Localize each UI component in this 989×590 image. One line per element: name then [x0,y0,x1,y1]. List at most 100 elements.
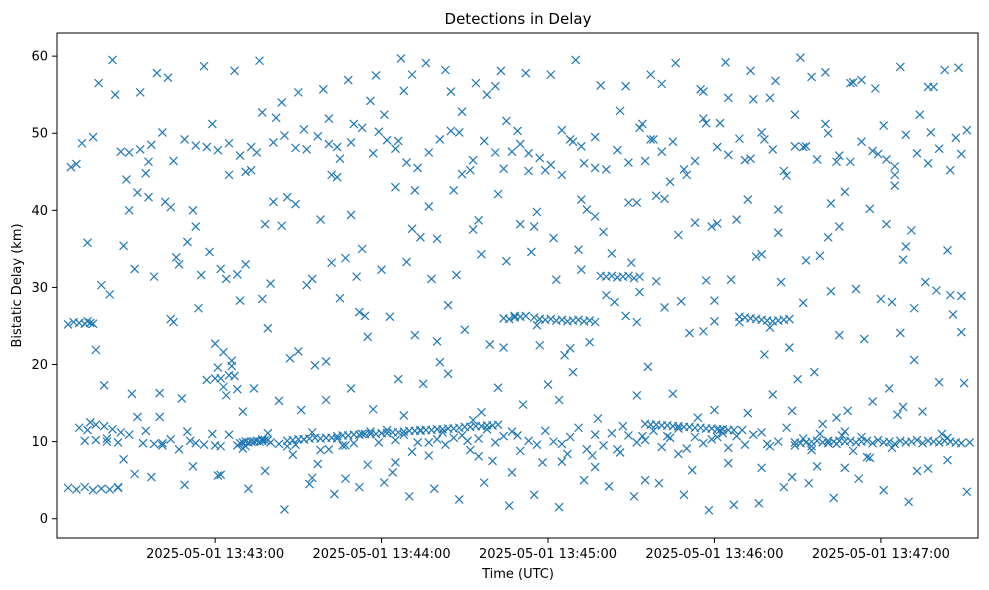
y-tick-label: 60 [31,50,48,65]
data-point [621,311,631,321]
data-point [404,491,414,501]
data-point [773,228,783,238]
data-point [549,437,558,447]
y-axis: 0 10 20 30 40 50 60 [31,50,57,527]
data-point [937,429,947,439]
data-point [882,219,891,229]
data-point [710,316,719,326]
data-point [599,227,608,237]
data-point [604,481,614,491]
data-point [945,165,955,175]
data-point [715,425,725,435]
data-point [335,293,345,303]
data-point [668,137,678,147]
data-point [890,170,900,180]
data-point [354,482,364,492]
data-point [823,438,833,448]
data-point [213,363,223,373]
data-point [784,343,794,352]
data-point [832,439,841,449]
data-point [848,77,858,87]
data-point [698,326,708,336]
data-point [393,374,403,384]
data-point [260,466,270,476]
data-point [582,444,592,454]
data-point [590,430,600,440]
data-point [119,454,129,464]
data-point [188,461,198,471]
data-point [571,55,581,65]
data-point [349,119,359,129]
data-point [540,426,550,436]
data-point [327,170,337,180]
data-point [837,431,847,440]
data-point [63,320,73,329]
data-point [316,445,325,455]
data-point [329,489,339,499]
data-point [110,90,120,100]
data-point [624,271,633,281]
data-point [302,280,312,290]
data-point [621,81,631,91]
data-point [707,222,717,231]
data-point [452,270,461,280]
data-point [521,311,531,321]
data-point [859,334,869,344]
data-point [679,490,689,500]
data-point [479,136,489,146]
data-point [673,230,683,240]
y-tick-label: 20 [31,358,48,373]
data-point [515,446,525,456]
data-point [232,384,242,394]
data-point [116,427,126,437]
data-point [324,444,334,454]
data-point [288,450,298,460]
data-point [590,163,600,173]
data-point [857,432,866,442]
data-point [144,157,153,167]
data-point [787,406,797,416]
data-point [366,427,375,437]
data-point [524,436,534,446]
data-point [765,323,775,332]
data-point [748,94,758,104]
data-point [324,139,334,149]
data-point [146,140,156,150]
data-point [898,255,908,265]
data-point [504,501,514,511]
data-point [729,500,739,510]
data-point [482,424,492,434]
data-point [593,414,603,423]
data-point [388,468,398,477]
data-point [407,447,417,457]
data-point [890,439,900,449]
data-point [912,148,922,158]
data-point [379,478,389,487]
y-tick-label: 40 [31,204,48,219]
data-point [934,144,944,154]
data-point [862,436,872,446]
data-point [601,165,611,174]
data-point [332,142,342,152]
data-point [457,169,467,179]
data-point [152,68,162,78]
data-point [576,195,586,204]
data-point [934,377,944,387]
data-point [563,449,572,459]
data-point [798,298,808,308]
data-point [931,286,941,295]
data-point [746,154,755,164]
data-point [410,185,420,195]
data-point [224,430,234,440]
data-point [307,427,317,437]
data-point [532,440,542,450]
data-point [504,314,514,324]
data-point [232,269,242,279]
data-point [490,437,500,447]
data-point [632,437,642,447]
data-point [357,429,367,439]
data-point [413,163,423,173]
data-point [565,432,575,442]
data-point [615,447,625,457]
data-point [346,138,356,147]
